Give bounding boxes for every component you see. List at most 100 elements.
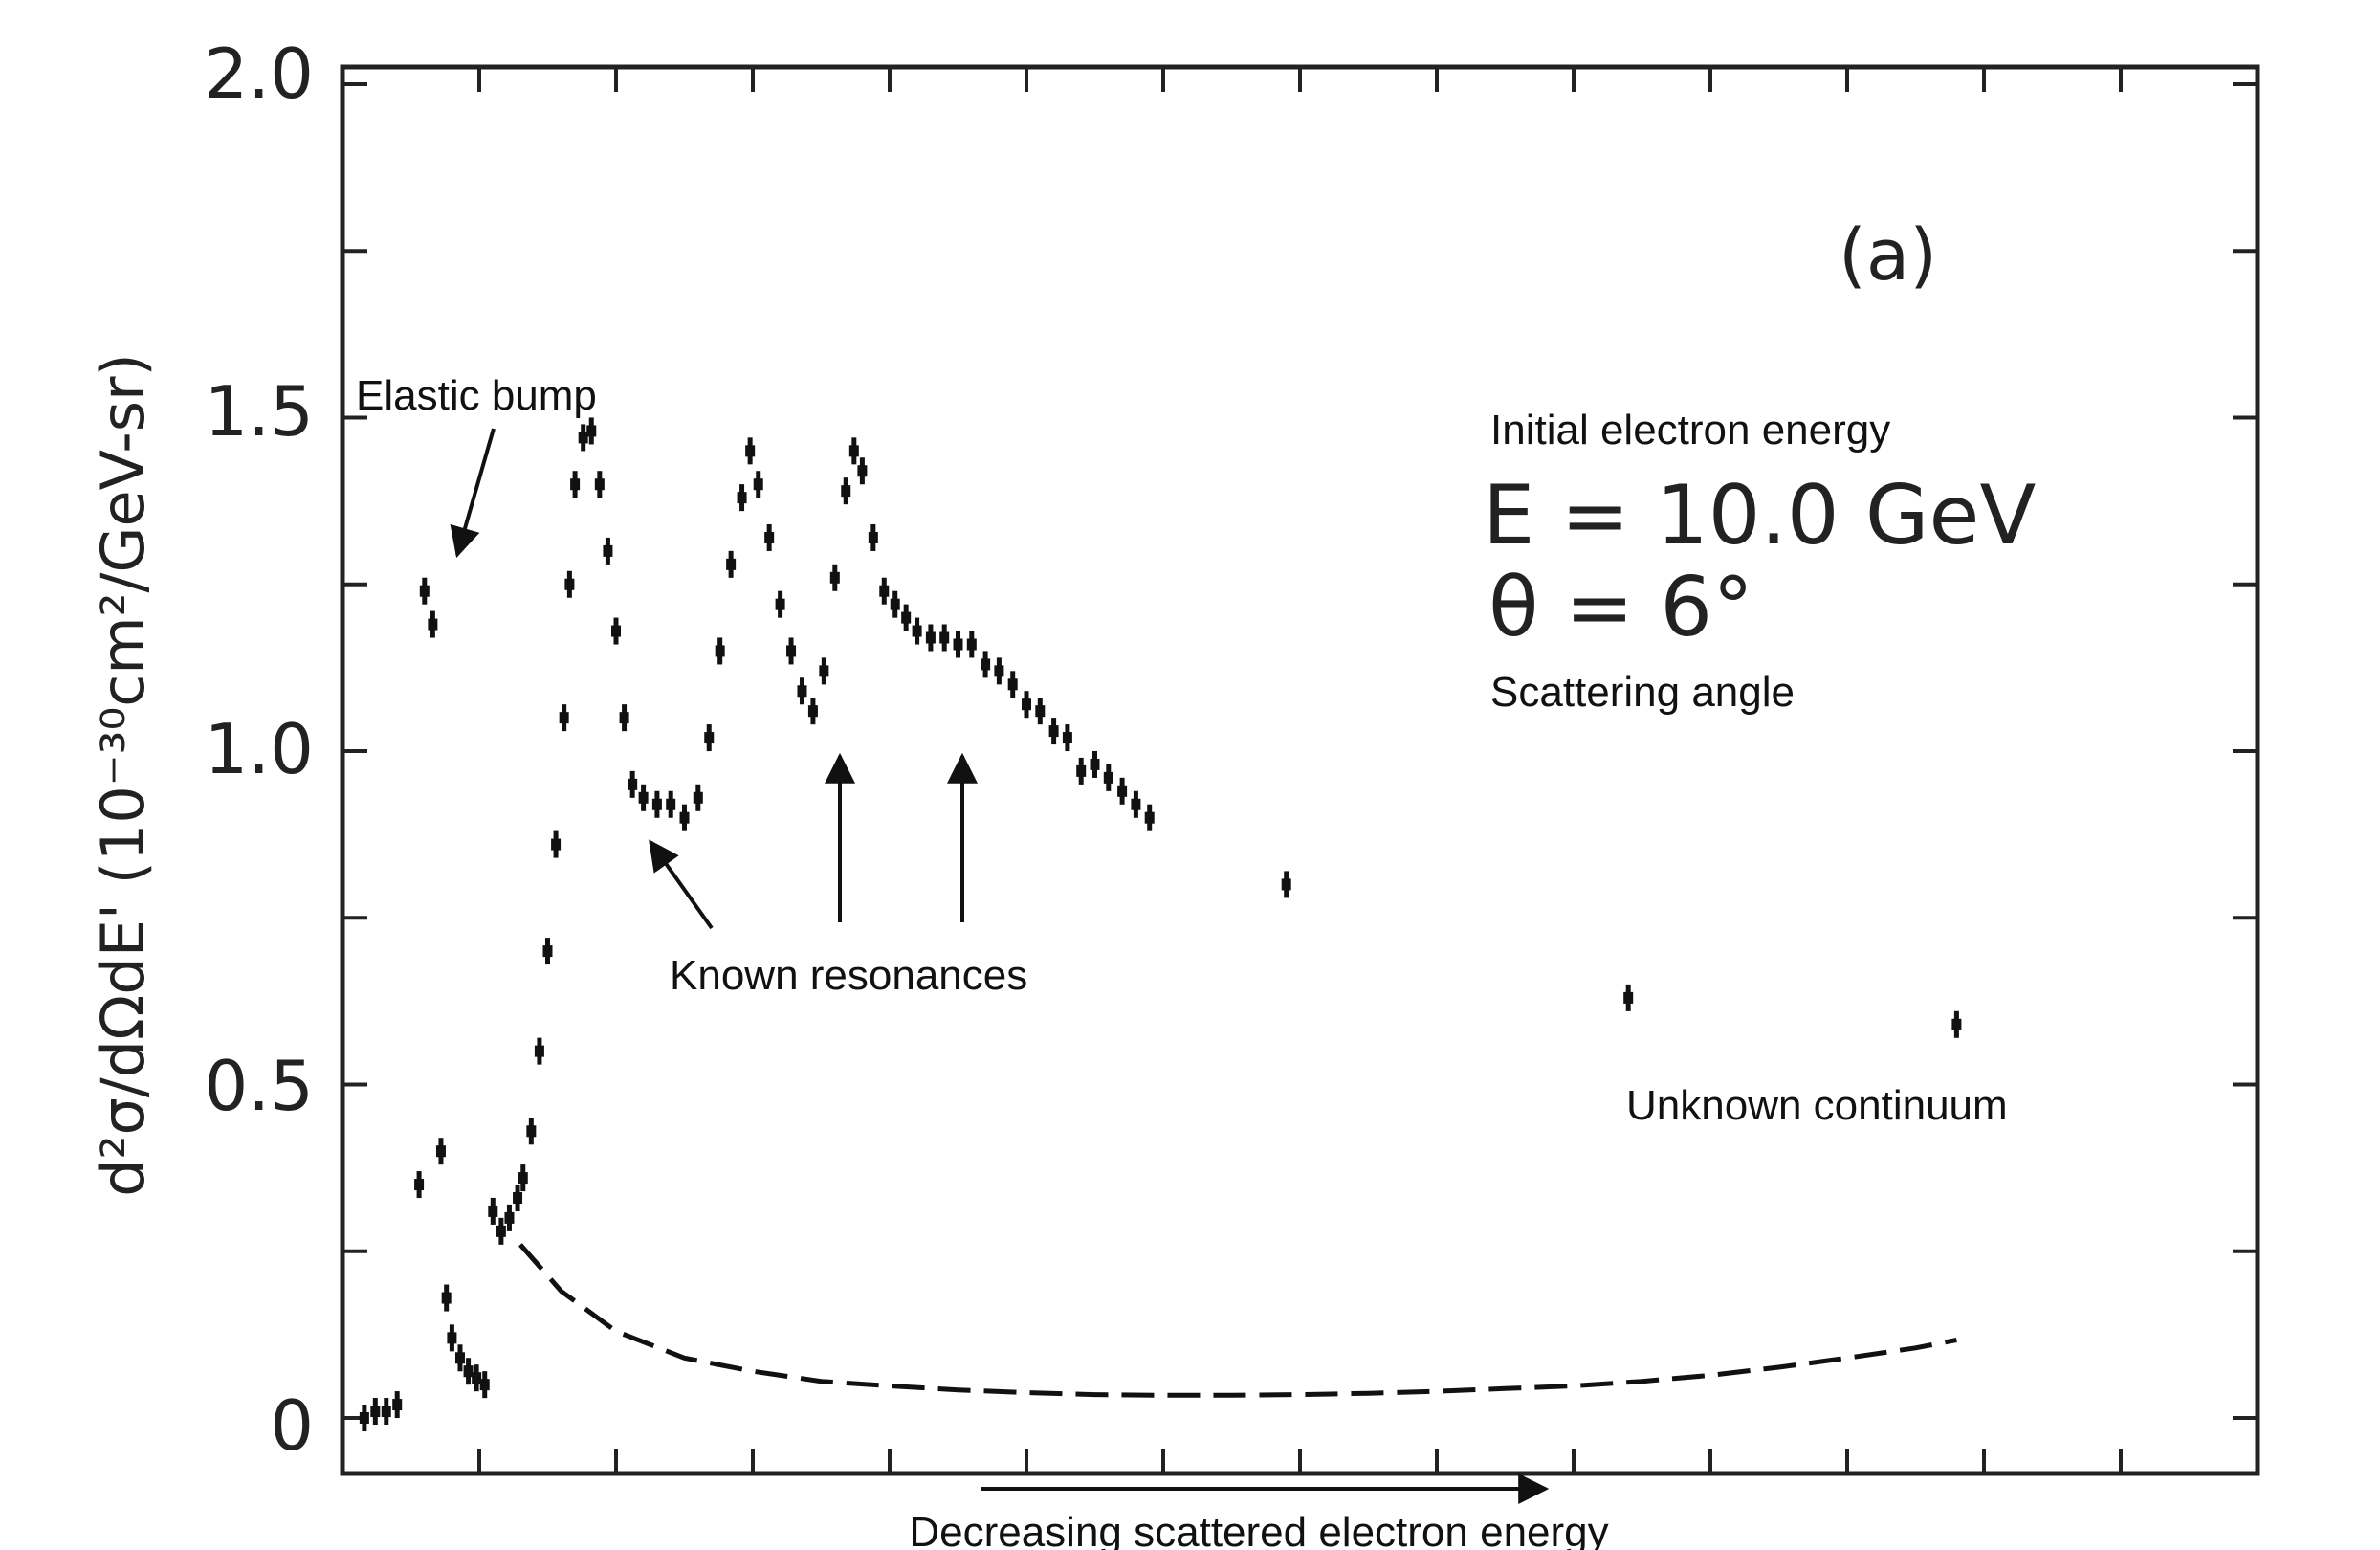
annotation-known-resonances: Known resonances bbox=[670, 952, 1027, 999]
data-point bbox=[848, 445, 859, 457]
data-point bbox=[819, 665, 829, 677]
annotation-theta-value: θ = 6° bbox=[1488, 560, 1753, 655]
data-point bbox=[534, 1045, 544, 1057]
plot-frame bbox=[340, 64, 2260, 1476]
data-point bbox=[526, 1125, 537, 1138]
data-point bbox=[651, 798, 662, 810]
data-point bbox=[619, 712, 629, 724]
panel-label: (a) bbox=[1839, 214, 1937, 297]
annotation-unknown-continuum: Unknown continuum bbox=[1626, 1082, 2008, 1129]
y-tick-labels: 0 0.5 1.0 1.5 2.0 bbox=[204, 33, 314, 1466]
data-point bbox=[1048, 725, 1059, 738]
data-point bbox=[392, 1399, 403, 1411]
data-point bbox=[472, 1372, 482, 1384]
data-point bbox=[603, 544, 613, 557]
data-point bbox=[807, 705, 818, 718]
data-point bbox=[679, 811, 690, 824]
data-point bbox=[693, 791, 703, 804]
frame-ticks bbox=[341, 67, 2259, 1473]
data-point bbox=[447, 1332, 457, 1344]
data-point bbox=[611, 625, 621, 637]
arrow-resonance-1 bbox=[649, 839, 714, 930]
data-point bbox=[1951, 1018, 1962, 1030]
annotation-scattering-angle: Scattering angle bbox=[1490, 669, 1795, 716]
data-point bbox=[638, 791, 649, 804]
data-point bbox=[868, 531, 878, 543]
data-point bbox=[586, 425, 597, 437]
data-point bbox=[414, 1179, 425, 1191]
data-point bbox=[1035, 705, 1046, 718]
data-point bbox=[841, 485, 851, 498]
data-point bbox=[594, 478, 605, 491]
data-point bbox=[1062, 732, 1072, 744]
data-point bbox=[419, 585, 430, 597]
y-tick-label: 1.0 bbox=[204, 709, 314, 789]
data-point bbox=[966, 638, 977, 651]
data-point bbox=[428, 618, 438, 631]
data-point bbox=[570, 478, 581, 491]
data-point bbox=[370, 1406, 381, 1418]
y-tick-label: 1.5 bbox=[204, 371, 314, 452]
x-axis-label: Decreasing scattered electron energy bbox=[909, 1509, 1608, 1550]
y-tick-label: 0.5 bbox=[204, 1046, 314, 1126]
data-point bbox=[564, 578, 575, 590]
data-point bbox=[879, 585, 890, 597]
data-point bbox=[994, 665, 1004, 677]
data-point bbox=[737, 492, 747, 504]
continuum-curve-line bbox=[518, 1243, 1957, 1398]
data-point bbox=[559, 712, 569, 724]
annotation-energy-value: E = 10.0 GeV bbox=[1483, 468, 2036, 564]
data-point bbox=[981, 658, 991, 671]
data-point bbox=[1103, 771, 1113, 784]
data-points bbox=[359, 417, 1962, 1431]
arrow-elastic-bump bbox=[450, 428, 496, 559]
data-point bbox=[542, 945, 553, 958]
data-point bbox=[1144, 811, 1155, 824]
data-point bbox=[496, 1225, 506, 1237]
data-point bbox=[1076, 764, 1087, 777]
data-point bbox=[786, 645, 797, 657]
data-point bbox=[441, 1292, 452, 1304]
data-point bbox=[1623, 991, 1634, 1004]
data-point bbox=[764, 531, 775, 543]
data-point bbox=[666, 798, 676, 810]
data-point bbox=[901, 611, 912, 624]
data-point bbox=[797, 685, 807, 698]
data-point bbox=[488, 1205, 498, 1217]
data-point bbox=[435, 1145, 446, 1158]
data-point bbox=[359, 1412, 369, 1424]
data-point bbox=[551, 838, 562, 851]
data-point bbox=[829, 571, 840, 584]
data-point bbox=[1007, 678, 1018, 691]
data-point bbox=[463, 1365, 474, 1378]
data-point bbox=[1131, 798, 1141, 810]
data-point bbox=[454, 1352, 465, 1364]
data-point bbox=[578, 432, 588, 444]
data-point bbox=[775, 598, 785, 610]
y-axis-label: d²σ/dΩdE' (10⁻³⁰cm²/GeV-sr) bbox=[88, 353, 158, 1196]
data-point bbox=[504, 1211, 515, 1224]
data-point bbox=[628, 778, 638, 790]
data-point bbox=[513, 1191, 523, 1204]
data-point bbox=[1022, 698, 1031, 711]
annotation-elastic-bump: Elastic bump bbox=[356, 372, 597, 419]
data-point bbox=[381, 1406, 391, 1418]
data-point bbox=[726, 558, 737, 570]
data-point bbox=[1281, 878, 1291, 891]
data-point bbox=[753, 478, 763, 491]
data-point bbox=[745, 445, 756, 457]
data-point bbox=[939, 631, 950, 644]
annotation-initial-energy: Initial electron energy bbox=[1490, 407, 1890, 454]
data-point bbox=[479, 1379, 490, 1391]
y-tick-label: 0 bbox=[270, 1385, 314, 1466]
data-point bbox=[1090, 758, 1100, 770]
data-point bbox=[857, 465, 868, 477]
y-tick-label: 2.0 bbox=[204, 33, 314, 114]
data-point bbox=[925, 631, 936, 644]
data-point bbox=[890, 598, 900, 610]
data-point bbox=[953, 638, 963, 651]
data-point bbox=[518, 1172, 528, 1185]
data-point bbox=[704, 732, 715, 744]
data-point bbox=[715, 645, 725, 657]
